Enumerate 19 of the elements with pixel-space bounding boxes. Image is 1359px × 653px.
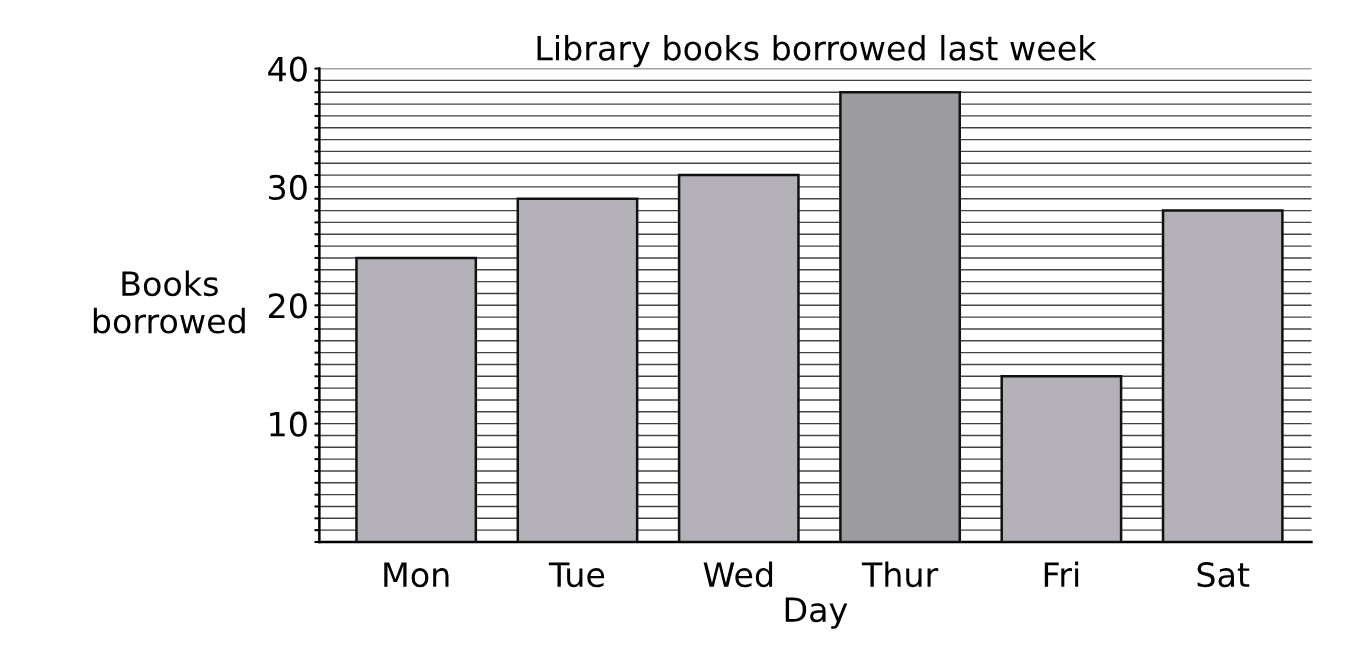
x-axis-title: Day — [785, 597, 848, 629]
bar — [677, 173, 800, 542]
y-tick-label: 30 — [269, 174, 307, 201]
x-tick-label: Wed — [703, 561, 773, 588]
x-tick-label: Thur — [861, 561, 939, 588]
x-tick-label: Mon — [384, 562, 449, 588]
y-axis-title: Books borrowed — [93, 270, 245, 334]
bar — [839, 90, 962, 542]
bar — [516, 197, 639, 542]
y-tick-label: 10 — [270, 411, 307, 437]
x-tick-label: Fri — [1044, 561, 1079, 587]
bar — [1000, 375, 1123, 542]
bar — [355, 256, 478, 542]
y-tick-label: 40 — [268, 56, 307, 82]
bar — [1161, 209, 1284, 542]
y-tick-label: 20 — [268, 293, 307, 319]
chart-title: Library books borrowed last week — [537, 34, 1097, 68]
x-tick-label: Tue — [548, 562, 605, 588]
x-tick-label: Sat — [1197, 562, 1250, 588]
